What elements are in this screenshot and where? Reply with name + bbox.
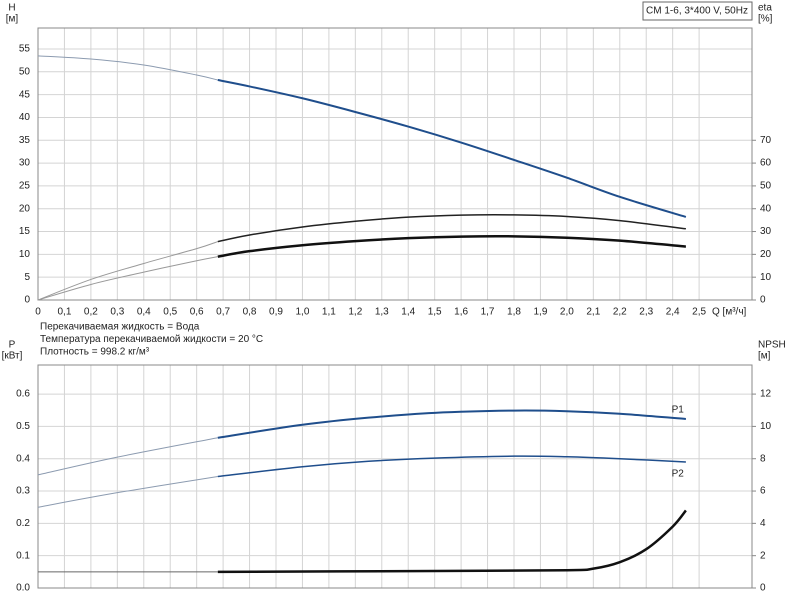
- curve: [37, 256, 218, 301]
- y2-tick-label: 0: [760, 295, 766, 306]
- y2-tick-label: 10: [760, 272, 772, 283]
- x-tick-label: 0,2: [84, 307, 98, 318]
- y-tick-label: 0.2: [16, 518, 30, 529]
- x-tick-label: 1,4: [401, 307, 415, 318]
- y-tick-label: 55: [19, 44, 31, 55]
- curve: [217, 509, 687, 574]
- x-axis-title: Q [м³/ч]: [712, 307, 747, 318]
- y-tick-label: 0: [24, 295, 30, 306]
- y-tick-label: 35: [19, 135, 31, 146]
- y-axis-unit: [м]: [6, 14, 19, 25]
- y2-tick-label: 70: [760, 135, 772, 146]
- x-tick-label: 2,0: [560, 307, 574, 318]
- y-tick-label: 5: [24, 272, 30, 283]
- x-tick-label: 1,3: [375, 307, 389, 318]
- x-tick-label: 0,5: [163, 307, 177, 318]
- y-tick-label: 10: [19, 249, 31, 260]
- x-tick-label: 0,1: [57, 307, 71, 318]
- y-axis-unit: [кВт]: [2, 351, 23, 362]
- y2-tick-label: 20: [760, 249, 772, 260]
- y-tick-label: 50: [19, 66, 31, 77]
- title-box: [642, 1, 753, 21]
- curve: [37, 476, 218, 508]
- x-tick-label: 0,8: [243, 307, 257, 318]
- y-tick-label: 15: [19, 226, 31, 237]
- y-tick-label: 0.6: [16, 389, 30, 400]
- curve: [217, 409, 686, 439]
- x-tick-label: 1,0: [295, 307, 309, 318]
- y2-tick-label: 4: [760, 518, 766, 529]
- y-tick-label: 0.0: [16, 583, 30, 594]
- y2-axis-unit: [%]: [758, 14, 773, 25]
- curve-label: P2: [672, 469, 685, 480]
- y2-tick-label: 2: [760, 550, 766, 561]
- plot-frame: [37, 364, 753, 589]
- y-tick-label: 20: [19, 203, 31, 214]
- curve: [217, 455, 686, 478]
- chart-title: CM 1-6, 3*400 V, 50Hz: [646, 6, 748, 17]
- curve: [37, 55, 218, 81]
- y2-tick-label: 12: [760, 389, 772, 400]
- y2-axis-unit: [м]: [758, 351, 771, 362]
- x-tick-label: 2,5: [692, 307, 706, 318]
- y2-tick-label: 30: [760, 226, 772, 237]
- curve: [37, 437, 218, 476]
- y-axis-title: P: [9, 340, 16, 351]
- y-tick-label: 0.3: [16, 486, 30, 497]
- x-tick-label: 1,8: [507, 307, 521, 318]
- y2-axis-title: NPSH: [758, 340, 786, 351]
- x-tick-label: 1,6: [454, 307, 468, 318]
- y-axis-title: H: [8, 3, 15, 14]
- x-tick-label: 2,1: [586, 307, 600, 318]
- y-tick-label: 45: [19, 89, 31, 100]
- y2-tick-label: 0: [760, 583, 766, 594]
- x-tick-label: 0,3: [110, 307, 124, 318]
- y2-tick-label: 8: [760, 453, 766, 464]
- x-tick-label: 1,2: [348, 307, 362, 318]
- curve-label: P1: [672, 405, 685, 416]
- plot-frame: [37, 27, 753, 301]
- x-tick-label: 2,3: [639, 307, 653, 318]
- x-tick-label: 1,5: [428, 307, 442, 318]
- x-tick-label: 1,9: [533, 307, 547, 318]
- x-tick-label: 0: [35, 307, 41, 318]
- y-tick-label: 0.4: [16, 453, 30, 464]
- curve: [37, 241, 218, 301]
- y-tick-label: 0.1: [16, 550, 30, 561]
- y2-tick-label: 60: [760, 158, 772, 169]
- y-tick-label: 25: [19, 181, 31, 192]
- y2-tick-label: 6: [760, 486, 766, 497]
- x-tick-label: 2,4: [666, 307, 680, 318]
- x-tick-label: 2,2: [613, 307, 627, 318]
- x-tick-label: 1,7: [481, 307, 495, 318]
- y-tick-label: 30: [19, 158, 31, 169]
- x-tick-label: 0,7: [216, 307, 230, 318]
- y2-tick-label: 40: [760, 203, 772, 214]
- x-tick-label: 0,6: [190, 307, 204, 318]
- x-tick-label: 1,1: [322, 307, 336, 318]
- curve: [217, 234, 687, 258]
- x-tick-label: 0,4: [137, 307, 151, 318]
- y2-tick-label: 10: [760, 421, 772, 432]
- curve: [217, 79, 687, 218]
- y2-tick-label: 50: [760, 181, 772, 192]
- x-tick-label: 0,9: [269, 307, 283, 318]
- note: Плотность = 998.2 кг/м³: [40, 347, 150, 358]
- note: Температура перекачиваемой жидкости = 20…: [40, 334, 263, 345]
- note: Перекачиваемая жидкость = Вода: [40, 322, 200, 333]
- curve: [217, 214, 686, 243]
- y2-axis-title: eta: [758, 3, 772, 14]
- y-tick-label: 0.5: [16, 421, 30, 432]
- y-tick-label: 40: [19, 112, 31, 123]
